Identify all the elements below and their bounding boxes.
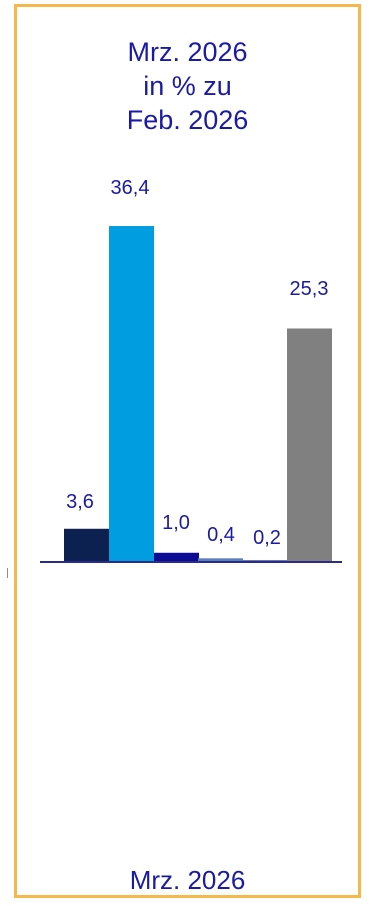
period-label: Mrz. 2026 <box>129 865 246 895</box>
bar-1 <box>64 528 109 562</box>
chart-panel: Mrz. 2026 in % zu Feb. 2026 Mrz. 2026 <box>14 4 361 898</box>
bar-3 <box>154 552 199 562</box>
value-label-5: 0,2 <box>253 527 281 549</box>
title-line-1: Mrz. 2026 <box>127 37 248 67</box>
value-label-2: 36,4 <box>111 177 150 199</box>
bar-4 <box>198 558 243 562</box>
title-line-2: in % zu <box>143 71 232 101</box>
bar-2 <box>109 226 154 562</box>
value-label-3: 1,0 <box>162 512 190 534</box>
value-label-6: 25,3 <box>290 278 329 300</box>
chart-title: Mrz. 2026 in % zu Feb. 2026 <box>17 35 358 137</box>
value-label-4: 0,4 <box>207 524 235 546</box>
left-axis-tick <box>7 568 8 578</box>
title-line-3: Feb. 2026 <box>126 105 249 135</box>
bar-6 <box>287 328 332 562</box>
value-label-1: 3,6 <box>66 491 94 513</box>
